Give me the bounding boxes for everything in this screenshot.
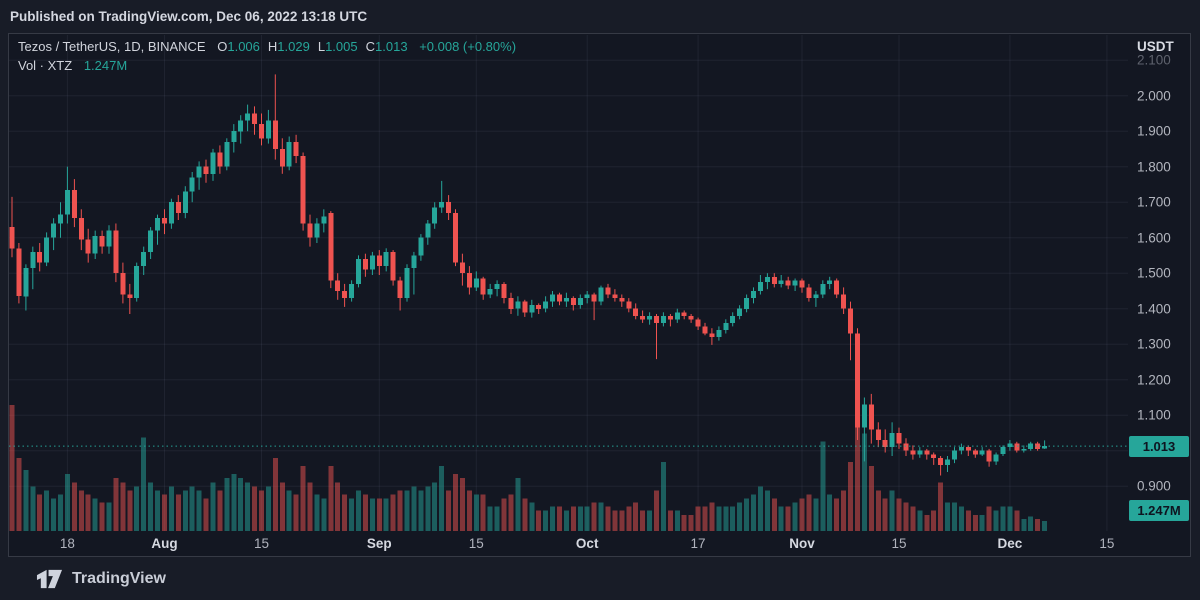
ohlc-value: 1.005 xyxy=(325,39,358,54)
legend-row-symbol: Tezos / TetherUS, 1D, BINANCE O1.006 H1.0… xyxy=(18,39,516,55)
x-axis-tick: Oct xyxy=(575,536,599,551)
y-axis-tick: 1.500 xyxy=(1137,265,1171,281)
x-axis-tick: 17 xyxy=(690,536,706,551)
y-axis-tick: 0.900 xyxy=(1137,478,1171,494)
x-axis-tick: Dec xyxy=(997,536,1023,551)
legend: Tezos / TetherUS, 1D, BINANCE O1.006 H1.0… xyxy=(18,39,516,74)
currency-label: USDT xyxy=(1137,38,1177,55)
y-axis-tick: 1.400 xyxy=(1137,301,1171,317)
ohlc-key: C xyxy=(365,39,376,54)
volume-label: Vol · XTZ xyxy=(18,58,73,73)
symbol-title[interactable]: Tezos / TetherUS, 1D, BINANCE xyxy=(18,39,206,54)
x-axis-tick: 15 xyxy=(1099,536,1115,551)
y-axis-tick: 1.900 xyxy=(1137,123,1171,139)
ohlc-value: 1.029 xyxy=(277,39,310,54)
ohlc-key: L xyxy=(317,39,326,54)
volume-readout: 1.247M xyxy=(83,58,128,73)
ohlc-value: 1.006 xyxy=(227,39,260,54)
published-text: Published on TradingView.com, Dec 06, 20… xyxy=(10,9,368,24)
change-readout: +0.008 (+0.80%) xyxy=(419,39,517,54)
chart-panel xyxy=(8,33,1191,557)
time-scale[interactable]: 18 Aug 15 Sep 15 Oct 17 Nov 15 Dec 15 xyxy=(8,531,1128,557)
footer-bar: TradingView xyxy=(0,558,1200,600)
tradingview-logo-icon[interactable] xyxy=(36,569,63,589)
y-axis-tick: 1.700 xyxy=(1137,194,1171,210)
x-axis-tick: Aug xyxy=(151,536,178,551)
ohlc-key: H xyxy=(267,39,278,54)
y-axis-tick: 1.200 xyxy=(1137,372,1171,388)
volume-badge: 1.247M xyxy=(1129,500,1189,521)
y-axis-tick: 2.100 xyxy=(1137,52,1171,68)
y-axis-tick: 1.600 xyxy=(1137,230,1171,246)
last-price-badge: 1.013 xyxy=(1129,435,1189,457)
x-axis-tick: 15 xyxy=(468,536,484,551)
price-scale[interactable]: USDT 2.100 2.000 1.900 1.800 1.700 1.600 1.500… xyxy=(1128,33,1192,531)
published-banner: Published on TradingView.com, Dec 06, 20… xyxy=(0,0,1200,33)
x-axis-tick: 15 xyxy=(891,536,907,551)
y-axis-tick: 1.100 xyxy=(1137,407,1171,423)
tradingview-wordmark[interactable]: TradingView xyxy=(72,570,166,587)
ohlc-value: 1.013 xyxy=(375,39,408,54)
ohlc-readout: O1.006 H1.029 L1.005 C1.013 xyxy=(209,39,407,54)
x-axis-tick: 15 xyxy=(253,536,269,551)
x-axis-tick: Sep xyxy=(366,536,392,551)
y-axis-tick: 2.000 xyxy=(1137,88,1171,104)
x-axis-tick: 18 xyxy=(59,536,75,551)
legend-row-volume: Vol · XTZ 1.247M xyxy=(18,58,516,74)
y-axis-tick: 1.300 xyxy=(1137,336,1171,352)
x-axis-tick: Nov xyxy=(789,536,815,551)
ohlc-key: O xyxy=(217,39,228,54)
y-axis-tick: 1.800 xyxy=(1137,159,1171,175)
